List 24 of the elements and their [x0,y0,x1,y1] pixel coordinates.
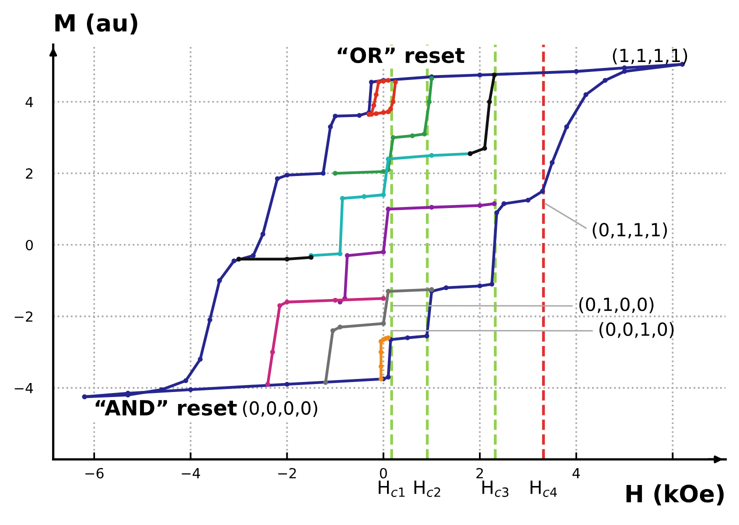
ref-line-label: H$_{c4}$ [530,480,557,497]
annotation: (1,1,1,1) [612,48,688,64]
x-tick-label: 4 [572,468,580,478]
y-axis-title: M (au) [55,14,138,35]
annotation: (0,0,0,0) [243,400,318,417]
x-tick-label: 2 [476,468,483,478]
ref-line-label: H$_{c3}$ [482,480,508,497]
annotation: (0,1,1,1) [592,222,667,239]
annotation: “AND” reset [96,400,237,416]
annotation: “OR” reset [338,47,464,64]
ref-line-label: H$_{c1}$ [378,480,405,497]
x-tick-label: −6 [85,468,104,478]
y-tick-label: 2 [26,168,32,179]
x-axis-title: H (kOe) [626,484,724,506]
y-tick-label: −4 [14,383,33,394]
annotation: (0,1,0,0) [579,297,654,314]
x-tick-label: −2 [278,468,296,478]
y-tick-label: 4 [26,96,33,108]
y-tick-label: 0 [26,240,33,250]
ref-line-label: H$_{c2}$ [414,480,440,497]
y-tick-label: −2 [14,311,32,322]
annotation: (0,0,1,0) [599,322,674,338]
x-tick-label: −4 [182,468,200,478]
x-tick-label: 0 [380,468,387,478]
